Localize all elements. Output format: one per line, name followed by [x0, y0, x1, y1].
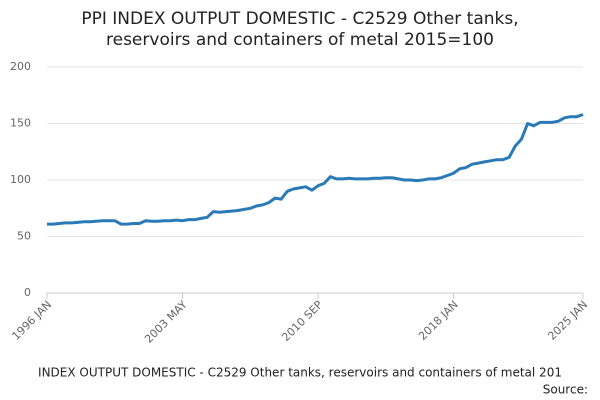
chart-title: reservoirs and containers of metal 2015=…	[106, 30, 494, 50]
x-tick-label: 2025 JAN	[545, 298, 590, 343]
chart-title: PPI INDEX OUTPUT DOMESTIC - C2529 Other …	[81, 9, 518, 29]
x-tick-label: 1996 JAN	[9, 298, 54, 343]
y-tick-label: 200	[10, 60, 31, 73]
x-tick-label: 2003 MAY	[142, 298, 190, 346]
y-tick-label: 150	[10, 117, 31, 130]
y-tick-label: 50	[17, 230, 31, 243]
y-tick-label: 100	[10, 173, 31, 186]
x-tick-label: 2010 SEP	[279, 298, 325, 344]
y-tick-label: 0	[24, 286, 31, 299]
data-line	[47, 113, 584, 226]
source: Source:	[543, 383, 588, 397]
x-tick-label: 2018 JAN	[416, 298, 461, 343]
caption: INDEX OUTPUT DOMESTIC - C2529 Other tank…	[38, 366, 562, 380]
